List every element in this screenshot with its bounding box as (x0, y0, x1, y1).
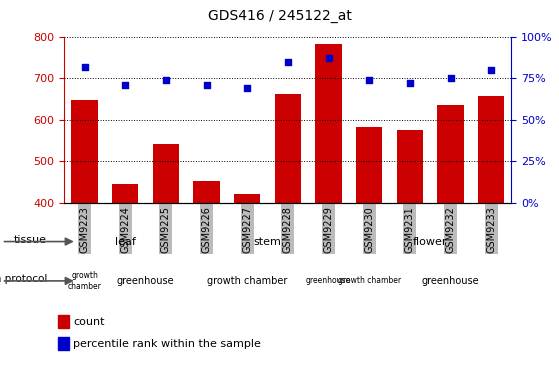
Point (446, 75, 455, 81)
Text: GDS416 / 245122_at: GDS416 / 245122_at (207, 9, 352, 23)
Point (487, 67, 496, 73)
Text: leaf: leaf (115, 236, 136, 247)
Bar (397, 130, 423, 203)
Text: flower: flower (413, 236, 447, 247)
Bar (234, 194, 260, 203)
Point (405, 80, 414, 86)
Bar (58, 315, 69, 328)
Bar (315, 44, 342, 203)
Bar (193, 182, 220, 203)
Point (364, 77, 373, 83)
Point (202, 82, 211, 88)
Text: growth protocol: growth protocol (0, 274, 47, 284)
Text: growth
chamber: growth chamber (68, 271, 102, 291)
Text: greenhouse: greenhouse (306, 276, 351, 285)
Point (162, 77, 170, 83)
Text: tissue: tissue (14, 235, 47, 245)
Bar (153, 143, 179, 203)
Text: stem: stem (254, 236, 282, 247)
Bar (72, 100, 98, 203)
Text: greenhouse: greenhouse (421, 276, 479, 286)
Bar (437, 105, 464, 203)
Text: percentile rank within the sample: percentile rank within the sample (73, 339, 261, 348)
Bar (356, 127, 382, 203)
Text: growth chamber: growth chamber (207, 276, 287, 286)
Point (80, 64, 89, 70)
Text: growth chamber: growth chamber (338, 276, 401, 285)
Point (243, 85, 252, 91)
Point (324, 55, 333, 61)
Bar (478, 96, 504, 203)
Point (283, 59, 292, 64)
Point (121, 82, 130, 88)
Bar (274, 94, 301, 203)
Text: count: count (73, 317, 105, 326)
Bar (58, 337, 69, 350)
Bar (112, 184, 139, 203)
Text: greenhouse: greenhouse (117, 276, 174, 286)
